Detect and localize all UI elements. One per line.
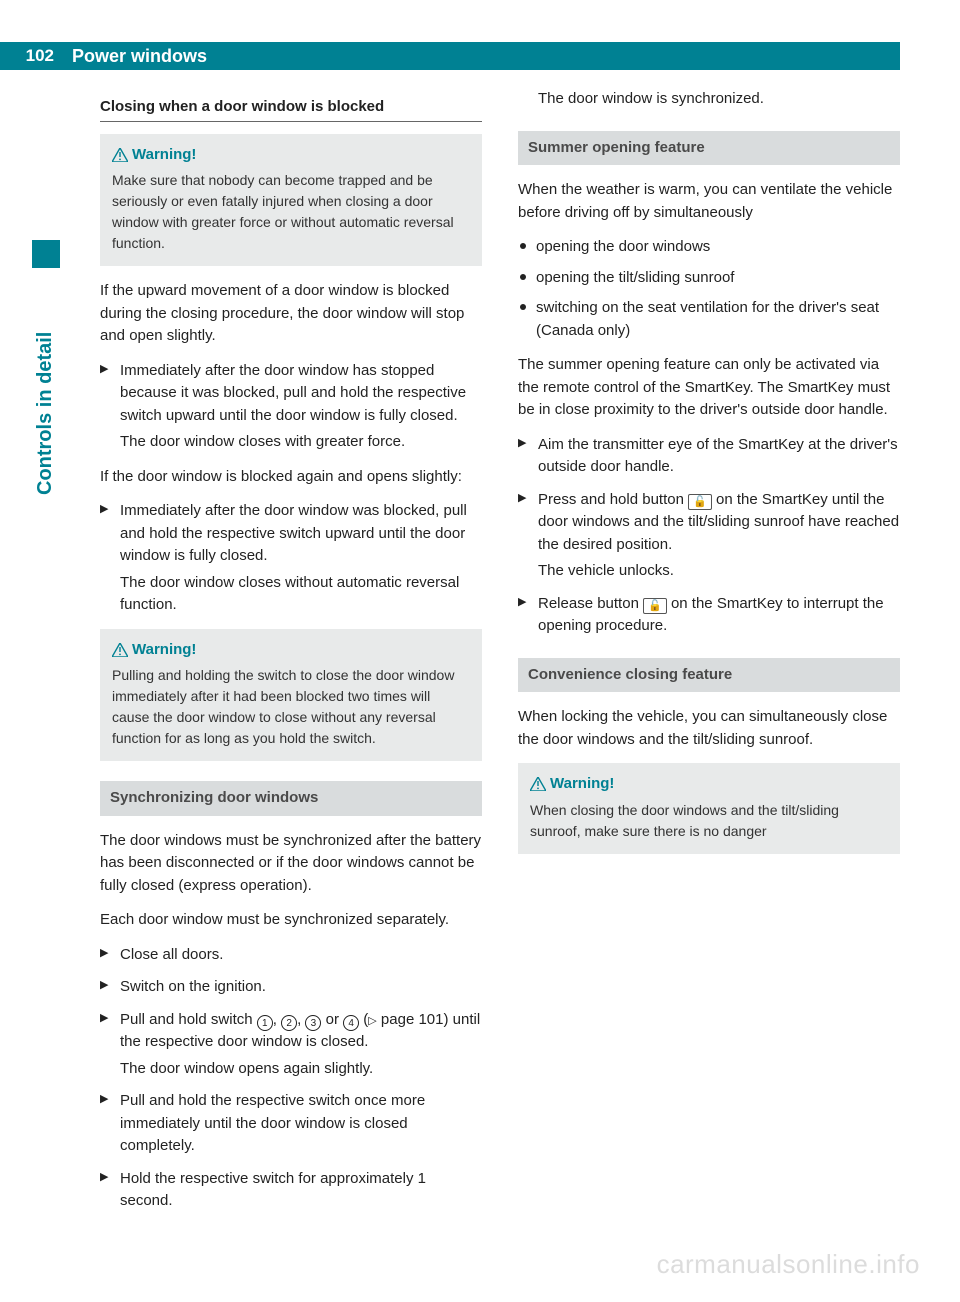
paragraph: If the upward movement of a door window …: [100, 280, 482, 348]
step-item: Press and hold button 🔓 on the SmartKey …: [518, 489, 900, 583]
section-heading-sync: Synchronizing door windows: [100, 781, 482, 816]
warning-text: Make sure that nobody can become trapped…: [112, 170, 470, 254]
warning-icon: [112, 148, 128, 162]
step-item: Switch on the ignition.: [100, 976, 482, 999]
unlock-key-icon: 🔓: [643, 598, 667, 614]
bullet-item: opening the tilt/sliding sunroof: [518, 267, 900, 290]
page-ref-icon: ▷: [368, 1015, 376, 1027]
paragraph: If the door window is blocked again and …: [100, 466, 482, 489]
warning-text: When closing the door windows and the ti…: [530, 800, 888, 842]
circled-2-icon: 2: [281, 1015, 297, 1031]
warning-icon: [112, 643, 128, 657]
header-bar: 102 Power windows: [0, 42, 900, 70]
step-list: Immediately after the door window has st…: [100, 360, 482, 454]
step-item: Immediately after the door window was bl…: [100, 500, 482, 617]
warning-title: Warning!: [112, 639, 470, 662]
step-item: Close all doors.: [100, 944, 482, 967]
paragraph: The door windows must be synchronized af…: [100, 830, 482, 898]
unlock-key-icon: 🔓: [688, 494, 712, 510]
step-item: Aim the transmitter eye of the SmartKey …: [518, 434, 900, 479]
heading-closing-blocked: Closing when a door window is blocked: [100, 96, 482, 122]
paragraph: When the weather is warm, you can ventil…: [518, 179, 900, 224]
bullet-item: switching on the seat ventilation for th…: [518, 297, 900, 342]
step-list: Immediately after the door window was bl…: [100, 500, 482, 617]
step-item: Pull and hold switch 1, 2, 3 or 4 (▷ pag…: [100, 1009, 482, 1081]
step-item: Pull and hold the respective switch once…: [100, 1090, 482, 1158]
section-heading-convclose: Convenience closing feature: [518, 658, 900, 693]
warning-title: Warning!: [112, 144, 470, 167]
step-item: Release button 🔓 on the SmartKey to inte…: [518, 593, 900, 638]
page-content: Closing when a door window is blocked Wa…: [100, 88, 900, 1232]
circled-3-icon: 3: [305, 1015, 321, 1031]
warning-text: Pulling and holding the switch to close …: [112, 665, 470, 749]
warning-title: Warning!: [530, 773, 888, 796]
section-heading-summer: Summer opening feature: [518, 131, 900, 166]
page-number: 102: [0, 42, 60, 70]
paragraph: The summer opening feature can only be a…: [518, 354, 900, 422]
bullet-item: opening the door windows: [518, 236, 900, 259]
warning-box-1: Warning! Make sure that nobody can becom…: [100, 134, 482, 267]
warning-box-2: Warning! Pulling and holding the switch …: [100, 629, 482, 762]
watermark-text: carmanualsonline.info: [657, 1245, 920, 1284]
circled-1-icon: 1: [257, 1015, 273, 1031]
side-section-label: Controls in detail: [30, 275, 58, 495]
warning-icon: [530, 777, 546, 791]
circled-4-icon: 4: [343, 1015, 359, 1031]
paragraph: Each door window must be synchronized se…: [100, 909, 482, 932]
header-title: Power windows: [60, 43, 207, 70]
warning-box-3: Warning! When closing the door windows a…: [518, 763, 900, 854]
side-thumb-tab: [32, 240, 60, 268]
step-list: Aim the transmitter eye of the SmartKey …: [518, 434, 900, 638]
paragraph: When locking the vehicle, you can simult…: [518, 706, 900, 751]
step-item: Immediately after the door window has st…: [100, 360, 482, 454]
bullet-list: opening the door windows opening the til…: [518, 236, 900, 342]
